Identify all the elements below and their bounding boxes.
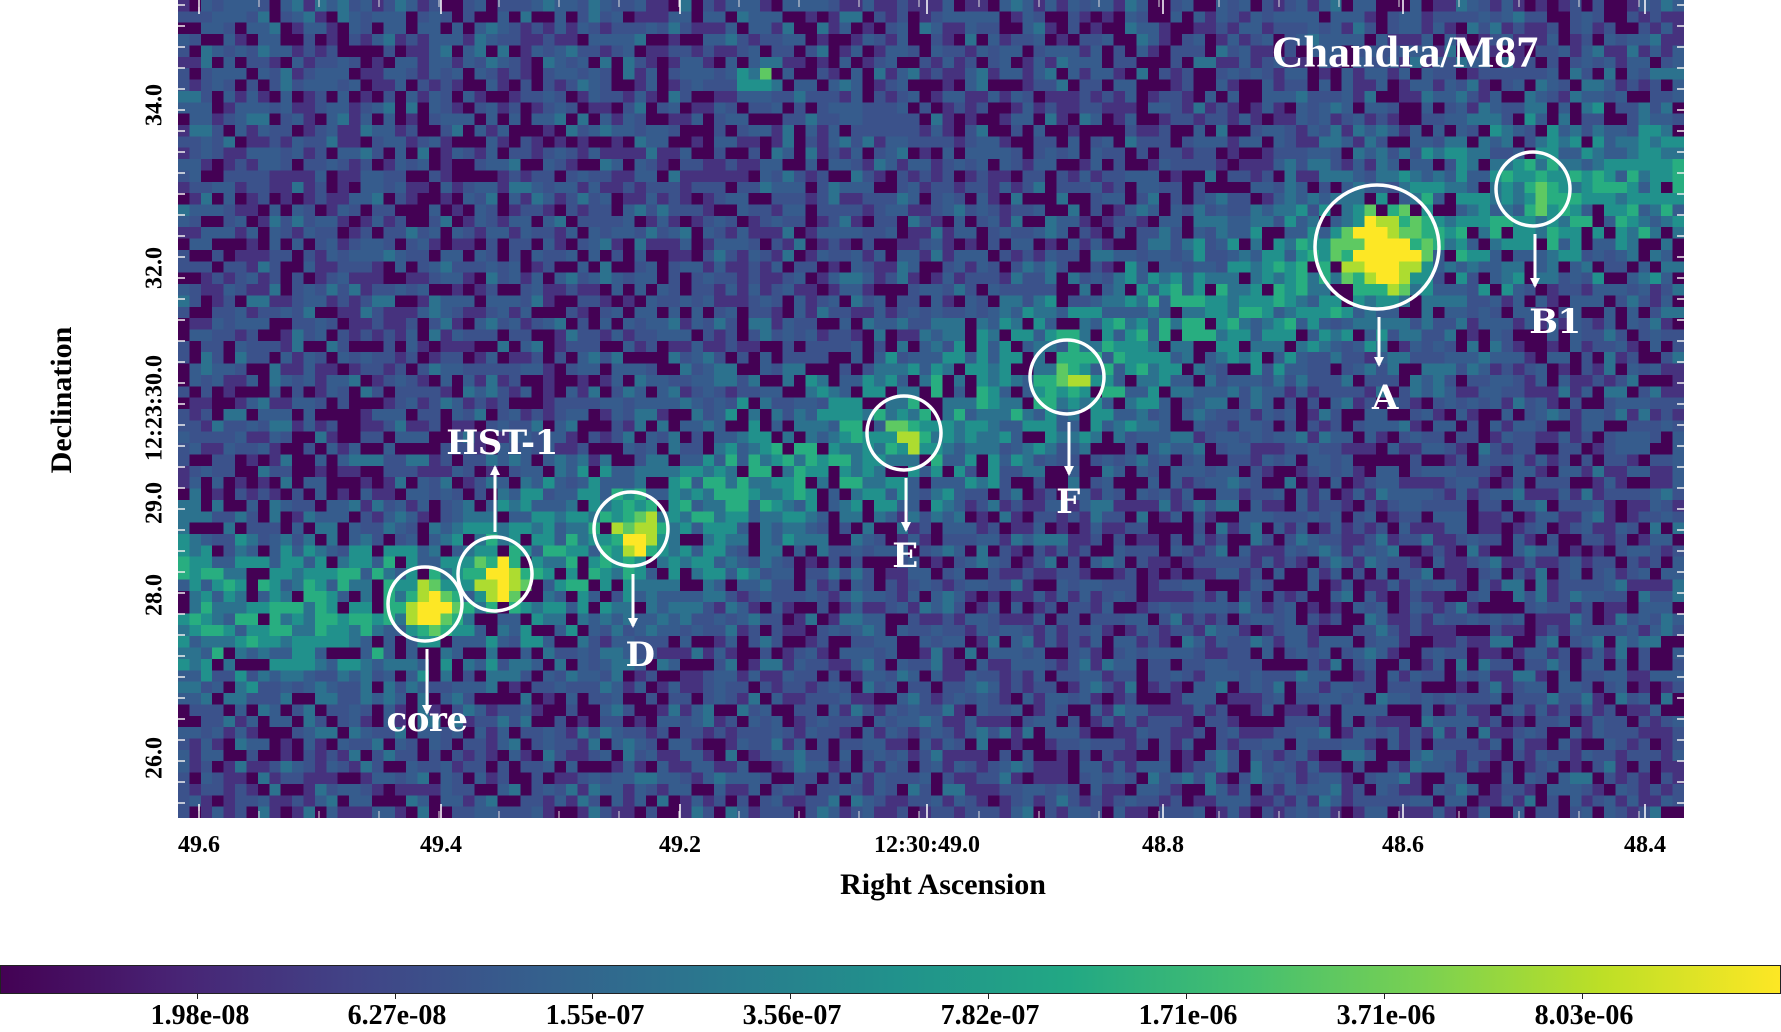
colorbar-tick — [1186, 993, 1187, 999]
colorbar-tick-label: 7.82e-07 — [940, 1000, 1040, 1031]
colorbar — [0, 965, 1781, 994]
y-tick-label: 34.0 — [141, 84, 168, 126]
colorbar-tick-label: 1.71e-06 — [1138, 1000, 1238, 1031]
x-tick-label: 49.6 — [178, 832, 220, 858]
arrowhead-icon — [1064, 466, 1074, 476]
region-circle-core — [386, 565, 464, 643]
y-tick-label: 28.0 — [141, 574, 168, 616]
region-overlay — [178, 0, 1684, 818]
arrowhead-icon — [901, 522, 911, 532]
arrowhead-icon — [628, 618, 638, 628]
label-core: core — [386, 700, 468, 740]
x-tick-label: 49.4 — [420, 832, 462, 858]
x-tick-label: 48.6 — [1382, 832, 1424, 858]
colorbar-tick-label: 8.03e-06 — [1534, 1000, 1634, 1031]
y-tick-label: 12:23:30.0 — [141, 355, 168, 461]
colorbar-tick — [395, 993, 396, 999]
colorbar-tick-label: 1.98e-08 — [150, 1000, 250, 1031]
label-e: E — [892, 536, 918, 576]
y-tick-label: 29.0 — [141, 482, 168, 524]
label-a: A — [1372, 378, 1398, 418]
x-tick-label: 48.4 — [1624, 832, 1666, 858]
colorbar-tick — [1582, 993, 1583, 999]
region-circle-a — [1313, 183, 1441, 311]
colorbar-tick-label: 3.56e-07 — [742, 1000, 842, 1031]
y-axis-label: Declination — [45, 326, 78, 474]
heatmap-plot-area: Chandra/M87 core HST-1 D E F A B1 — [178, 0, 1684, 818]
x-tick-label: 12:30:49.0 — [874, 832, 980, 858]
label-d: D — [625, 635, 655, 675]
colorbar-tick — [988, 993, 989, 999]
region-circle-e — [865, 394, 943, 472]
arrowhead-icon — [1374, 357, 1384, 367]
colorbar-tick — [1384, 993, 1385, 999]
label-f: F — [1056, 482, 1080, 522]
colorbar-tick-label: 1.55e-07 — [545, 1000, 645, 1031]
x-tick-label: 49.2 — [659, 832, 701, 858]
colorbar-tick — [790, 993, 791, 999]
region-circle-b1 — [1494, 150, 1572, 228]
arrowhead-icon — [490, 465, 500, 475]
colorbar-tick — [592, 993, 593, 999]
chart-title: Chandra/M87 — [1271, 27, 1539, 77]
label-hst1: HST-1 — [446, 423, 558, 463]
region-circle-hst-1 — [456, 535, 534, 613]
y-tick-label: 26.0 — [141, 737, 168, 779]
x-axis-label: Right Ascension — [840, 868, 1046, 901]
label-b1: B1 — [1529, 302, 1581, 342]
y-tick-label: 32.0 — [141, 247, 168, 289]
colorbar-tick-label: 6.27e-08 — [347, 1000, 447, 1031]
arrowhead-icon — [422, 705, 432, 715]
x-tick-label: 48.8 — [1142, 832, 1184, 858]
colorbar-tick-label: 3.71e-06 — [1336, 1000, 1436, 1031]
region-circle-f — [1028, 338, 1106, 416]
arrowhead-icon — [1530, 278, 1540, 288]
region-circle-d — [592, 490, 670, 568]
colorbar-tick — [197, 993, 198, 999]
